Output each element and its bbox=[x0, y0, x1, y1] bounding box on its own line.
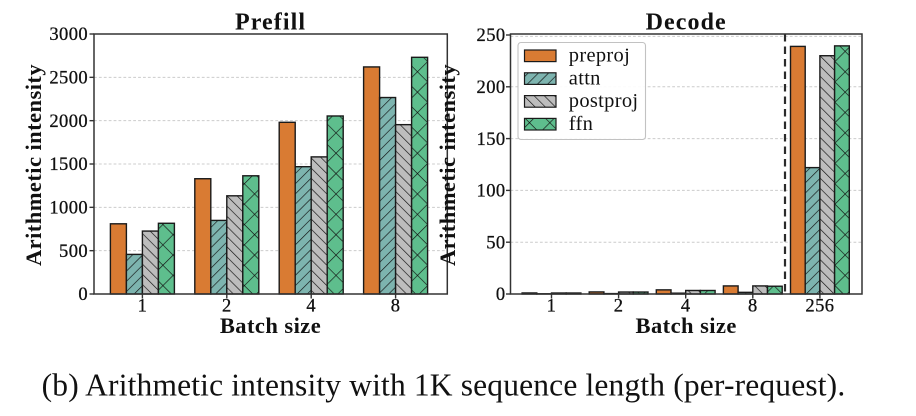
svg-text:0: 0 bbox=[496, 285, 506, 305]
svg-text:Batch size: Batch size bbox=[220, 313, 321, 338]
svg-text:preproj: preproj bbox=[569, 45, 630, 67]
svg-text:1500: 1500 bbox=[49, 155, 88, 175]
svg-text:150: 150 bbox=[477, 130, 506, 150]
svg-text:ffn: ffn bbox=[569, 113, 593, 135]
svg-text:Arithmetic intensity: Arithmetic intensity bbox=[435, 64, 460, 266]
svg-text:1000: 1000 bbox=[49, 199, 88, 219]
svg-text:200: 200 bbox=[477, 78, 506, 98]
svg-text:100: 100 bbox=[477, 182, 506, 202]
svg-text:2000: 2000 bbox=[49, 112, 88, 132]
svg-text:4: 4 bbox=[681, 297, 691, 317]
svg-text:2500: 2500 bbox=[49, 69, 88, 89]
svg-text:attn: attn bbox=[569, 67, 601, 89]
svg-text:50: 50 bbox=[486, 233, 505, 253]
svg-text:250: 250 bbox=[477, 26, 506, 46]
svg-text:500: 500 bbox=[59, 242, 88, 262]
svg-text:Prefill: Prefill bbox=[235, 9, 306, 35]
svg-text:2: 2 bbox=[614, 297, 624, 317]
svg-text:Decode: Decode bbox=[646, 9, 727, 35]
svg-text:256: 256 bbox=[805, 297, 834, 317]
svg-text:4: 4 bbox=[306, 297, 316, 317]
svg-text:Batch size: Batch size bbox=[636, 313, 737, 338]
svg-text:postproj: postproj bbox=[569, 90, 639, 112]
svg-text:8: 8 bbox=[391, 297, 401, 317]
svg-text:8: 8 bbox=[748, 297, 758, 317]
svg-text:(b) Arithmetic intensity with: (b) Arithmetic intensity with 1K sequenc… bbox=[42, 367, 846, 402]
svg-text:1: 1 bbox=[138, 297, 148, 317]
svg-text:3000: 3000 bbox=[49, 25, 88, 45]
svg-text:Arithmetic intensity: Arithmetic intensity bbox=[21, 64, 46, 266]
svg-text:1: 1 bbox=[547, 297, 557, 317]
svg-text:2: 2 bbox=[222, 297, 232, 317]
svg-text:0: 0 bbox=[78, 285, 88, 305]
